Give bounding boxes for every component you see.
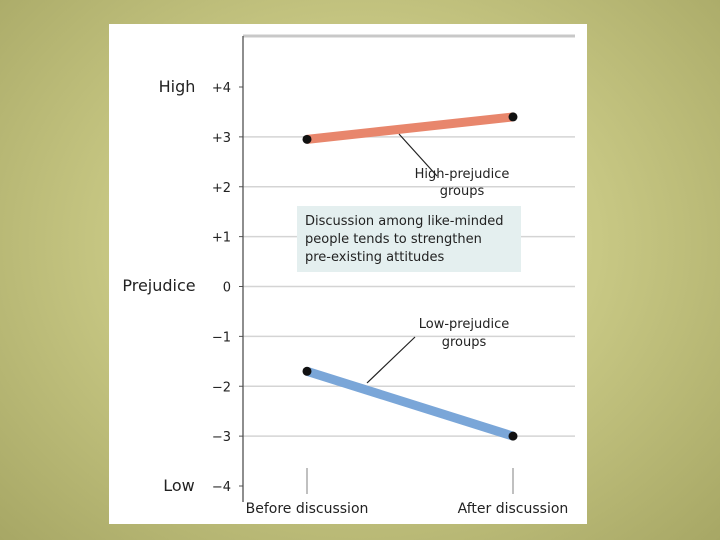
low-prejudice-series-line: [305, 366, 515, 441]
callout-line-1: Discussion among like-minded: [305, 214, 503, 229]
y-high-label: High: [159, 77, 196, 96]
y-tick-label: −1: [212, 330, 231, 345]
y-tick-label: +1: [212, 231, 231, 246]
y-tick-label: 0: [223, 281, 231, 296]
low-series-annotation: Low-prejudice groups: [366, 317, 509, 384]
y-low-label: Low: [163, 476, 195, 495]
x-category-label: Before discussion: [246, 501, 369, 517]
low-leader-line: [366, 336, 416, 384]
x-category-labels: Before discussion After discussion: [246, 501, 569, 517]
figure-panel: +4 +3 +2 +1 0 −1 −2 −3 −4 High Prejudice Low Bef…: [109, 24, 587, 524]
callout-line-3: pre-existing attitudes: [305, 250, 445, 265]
y-tick-label: −4: [212, 480, 231, 495]
low-series-label-1: Low-prejudice: [419, 317, 509, 332]
high-prejudice-data-point: [508, 112, 518, 122]
low-prejudice-data-point: [302, 366, 312, 376]
callout-box-group: Discussion among like-minded people tend…: [297, 206, 521, 272]
y-tick-label: +3: [212, 131, 231, 146]
y-axis-label: Prejudice: [122, 276, 195, 295]
y-tick-labels: +4 +3 +2 +1 0 −1 −2 −3 −4: [212, 81, 231, 495]
axes: [239, 36, 514, 502]
high-leader-line: [398, 133, 438, 177]
high-series-label-2: groups: [440, 184, 485, 199]
callout-box: [297, 206, 521, 272]
high-prejudice-series-line: [306, 112, 514, 144]
y-tick-label: +4: [212, 81, 231, 96]
high-prejudice-data-point: [302, 134, 312, 144]
callout-line-2: people tends to strengthen: [305, 232, 482, 247]
prejudice-chart: +4 +3 +2 +1 0 −1 −2 −3 −4 High Prejudice Low Bef…: [122, 34, 575, 517]
high-series-annotation: High-prejudice groups: [398, 133, 510, 199]
series-lines: [302, 112, 518, 441]
y-tick-label: +2: [212, 181, 231, 196]
high-series-label-1: High-prejudice: [415, 167, 510, 182]
y-tick-label: −3: [212, 430, 231, 445]
x-category-label: After discussion: [458, 501, 569, 517]
low-series-label-2: groups: [442, 335, 487, 350]
low-prejudice-data-point: [508, 431, 518, 441]
y-tick-label: −2: [212, 380, 231, 395]
